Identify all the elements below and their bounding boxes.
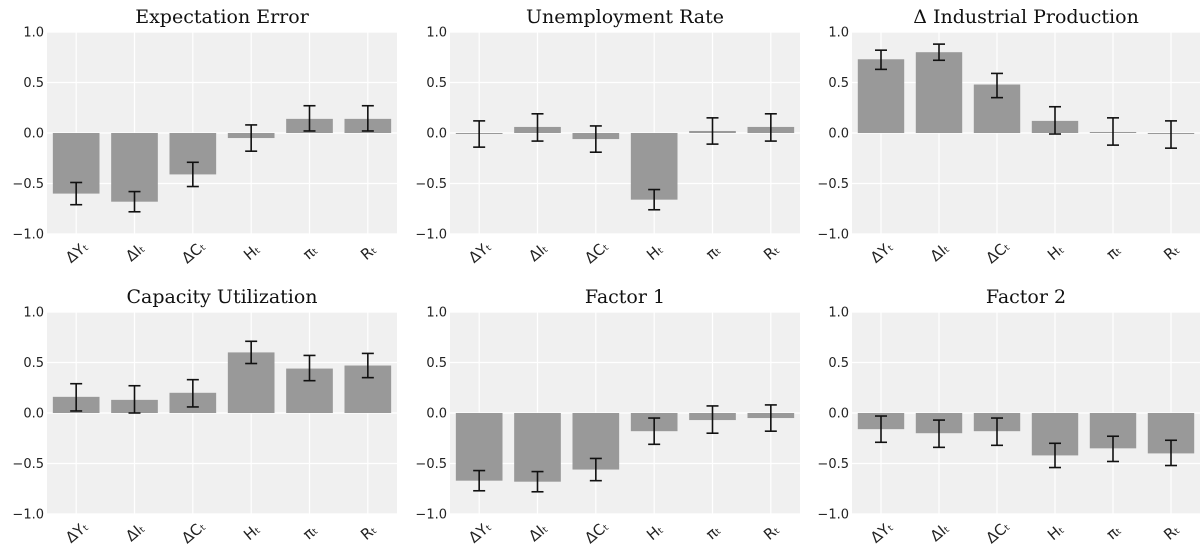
x-tick-label: ΔYₜ (867, 518, 897, 547)
chart-title: Factor 2 (986, 286, 1066, 308)
x-tick-label: ΔCₜ (178, 517, 209, 547)
x-tick-label: ΔCₜ (581, 517, 612, 547)
y-tick-label: 1.0 (23, 306, 44, 321)
y-tick-label: 1.0 (426, 26, 447, 41)
y-tick-label: 0.0 (23, 127, 44, 142)
x-tick-label: ΔYₜ (62, 518, 92, 547)
y-tick-label: 0.5 (828, 356, 849, 371)
x-tick-label: Rₜ (1160, 240, 1183, 263)
x-tick-label: πₜ (299, 241, 321, 263)
bar (455, 413, 503, 481)
chart-title: Unemployment Rate (526, 6, 724, 28)
x-tick-label: πₜ (1103, 521, 1125, 543)
x-tick-label: Rₜ (1160, 520, 1183, 543)
y-tick-label: −0.5 (415, 177, 447, 192)
y-tick-label: −0.5 (817, 177, 849, 192)
x-tick-label: Rₜ (760, 240, 783, 263)
chart-title: Factor 1 (585, 286, 665, 308)
y-tick-label: 1.0 (23, 26, 44, 41)
y-tick-label: −1.0 (12, 228, 44, 243)
x-tick-label: ΔCₜ (581, 237, 612, 267)
bar (514, 413, 561, 482)
x-tick-label: πₜ (299, 521, 321, 543)
x-tick-label: πₜ (702, 521, 724, 543)
y-tick-label: 1.0 (426, 306, 447, 321)
y-tick-label: −1.0 (415, 228, 447, 243)
x-tick-label: Hₜ (1044, 520, 1068, 544)
chart-panel: 1.0 0.5 0.0 −0.5 −1.0 ΔYₜ ΔIₜ ΔCₜ Hₜ πₜ Rₜ Factor 2 (817, 286, 1200, 547)
x-tick-label: Hₜ (1044, 240, 1068, 264)
x-tick-label: ΔIₜ (525, 519, 551, 545)
y-tick-label: −0.5 (12, 177, 44, 192)
y-tick-label: −1.0 (12, 508, 44, 523)
x-tick-label: ΔCₜ (178, 237, 209, 267)
x-tick-label: ΔIₜ (122, 239, 148, 265)
x-tick-label: Hₜ (643, 520, 667, 544)
chart-panel: 1.0 0.5 0.0 −0.5 −1.0 ΔYₜ ΔIₜ ΔCₜ Hₜ πₜ Rₜ Capacity… (12, 286, 397, 547)
y-tick-label: 0.0 (426, 407, 447, 422)
x-tick-label: πₜ (702, 241, 724, 263)
y-tick-label: 0.5 (426, 76, 447, 91)
x-tick-label: ΔIₜ (927, 239, 953, 265)
x-tick-label: Hₜ (643, 240, 667, 264)
chart-panel: 1.0 0.5 0.0 −0.5 −1.0 ΔYₜ ΔIₜ ΔCₜ Hₜ πₜ Rₜ Unemploy… (415, 6, 800, 267)
y-tick-label: 0.0 (828, 127, 849, 142)
y-tick-label: 0.0 (23, 407, 44, 422)
y-tick-label: 0.5 (23, 76, 44, 91)
x-tick-label: ΔIₜ (122, 519, 148, 545)
y-tick-label: 0.5 (828, 76, 849, 91)
y-tick-label: −1.0 (817, 228, 849, 243)
y-tick-label: −0.5 (12, 457, 44, 472)
bar (915, 52, 963, 134)
bar (111, 133, 158, 202)
x-tick-label: ΔYₜ (465, 518, 495, 547)
chart-title: Δ Industrial Production (913, 6, 1139, 28)
y-tick-label: 0.0 (426, 127, 447, 142)
x-tick-label: Hₜ (240, 240, 264, 264)
y-tick-label: 1.0 (828, 26, 849, 41)
y-tick-label: 0.5 (426, 356, 447, 371)
x-tick-label: πₜ (1103, 241, 1125, 263)
y-tick-label: 1.0 (828, 306, 849, 321)
chart-panel: 1.0 0.5 0.0 −0.5 −1.0 ΔYₜ ΔIₜ ΔCₜ Hₜ πₜ Rₜ Expectat… (12, 6, 397, 267)
bar (630, 133, 678, 200)
x-tick-label: Rₜ (357, 520, 380, 543)
y-tick-label: 0.5 (23, 356, 44, 371)
y-tick-label: −1.0 (817, 508, 849, 523)
x-tick-label: ΔYₜ (465, 238, 495, 267)
x-tick-label: ΔCₜ (982, 517, 1013, 547)
y-tick-label: 0.0 (828, 407, 849, 422)
x-tick-label: Hₜ (240, 520, 264, 544)
x-tick-label: ΔCₜ (982, 237, 1013, 267)
chart-panel: 1.0 0.5 0.0 −0.5 −1.0 ΔYₜ ΔIₜ ΔCₜ Hₜ πₜ Rₜ Factor 1 (415, 286, 800, 547)
chart-title: Expectation Error (135, 6, 309, 28)
chart-panel: 1.0 0.5 0.0 −0.5 −1.0 ΔYₜ ΔIₜ ΔCₜ Hₜ πₜ Rₜ Δ Indust… (817, 6, 1200, 267)
x-tick-label: Rₜ (760, 520, 783, 543)
bar (857, 59, 905, 133)
y-tick-label: −0.5 (817, 457, 849, 472)
chart-title: Capacity Utilization (126, 286, 317, 308)
x-tick-label: ΔIₜ (927, 519, 953, 545)
x-tick-label: Rₜ (357, 240, 380, 263)
y-tick-label: −1.0 (415, 508, 447, 523)
x-tick-label: ΔIₜ (525, 239, 551, 265)
y-tick-label: −0.5 (415, 457, 447, 472)
x-tick-label: ΔYₜ (62, 238, 92, 267)
x-tick-label: ΔYₜ (867, 238, 897, 267)
